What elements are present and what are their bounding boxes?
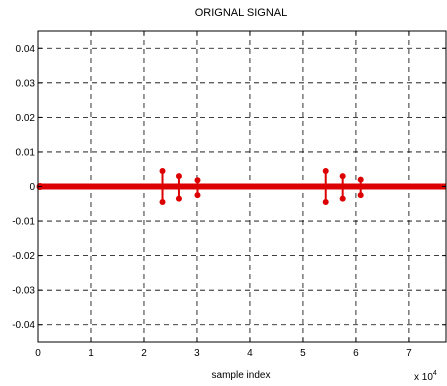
x-tick-label: 7 — [406, 348, 412, 359]
stem-marker — [159, 167, 166, 174]
x-tick-label: 6 — [353, 348, 359, 359]
stem-group — [159, 167, 364, 206]
y-tick-label: -0.02 — [12, 251, 35, 262]
stem-marker — [159, 199, 166, 206]
y-tick-label: 0.04 — [16, 44, 36, 55]
y-tick-label: 0.02 — [16, 113, 36, 124]
y-tick-label: 0 — [29, 182, 35, 193]
y-tick-label: -0.03 — [12, 286, 35, 297]
baseline-group — [36, 183, 446, 190]
chart-title: ORIGNAL SIGNAL — [195, 7, 288, 19]
stem-marker — [194, 192, 201, 199]
x-tick-label: 5 — [300, 348, 306, 359]
x-tick-label: 0 — [35, 348, 41, 359]
y-tick-label: -0.04 — [12, 320, 35, 331]
stem-marker — [194, 177, 201, 184]
x-multiplier-base: x 10 — [414, 372, 433, 383]
stem-marker — [339, 173, 346, 180]
stem-marker — [357, 176, 364, 183]
x-tick-label: 4 — [247, 348, 253, 359]
x-multiplier-exponent: 4 — [433, 370, 437, 377]
x-tick-labels: 0 1 2 3 4 5 6 7 — [35, 31, 412, 359]
y-tick-label: -0.01 — [12, 217, 35, 228]
stem-marker — [322, 167, 329, 174]
stem-marker — [175, 173, 182, 180]
y-tick-labels: 0.04 0.03 0.02 0.01 0 -0.01 -0.02 -0.03 -0.04 — [12, 44, 446, 331]
x-tick-label: 3 — [194, 348, 200, 359]
stem-marker — [357, 192, 364, 199]
x-axis-label: sample index — [212, 370, 271, 381]
x-tick-label: 1 — [88, 348, 94, 359]
stem-marker — [322, 199, 329, 206]
x-multiplier-label: x 104 — [414, 370, 437, 383]
stem-marker — [175, 195, 182, 202]
stem-marker — [339, 195, 346, 202]
x-tick-label: 2 — [141, 348, 147, 359]
y-tick-label: 0.03 — [16, 78, 36, 89]
y-tick-label: 0.01 — [16, 147, 36, 158]
